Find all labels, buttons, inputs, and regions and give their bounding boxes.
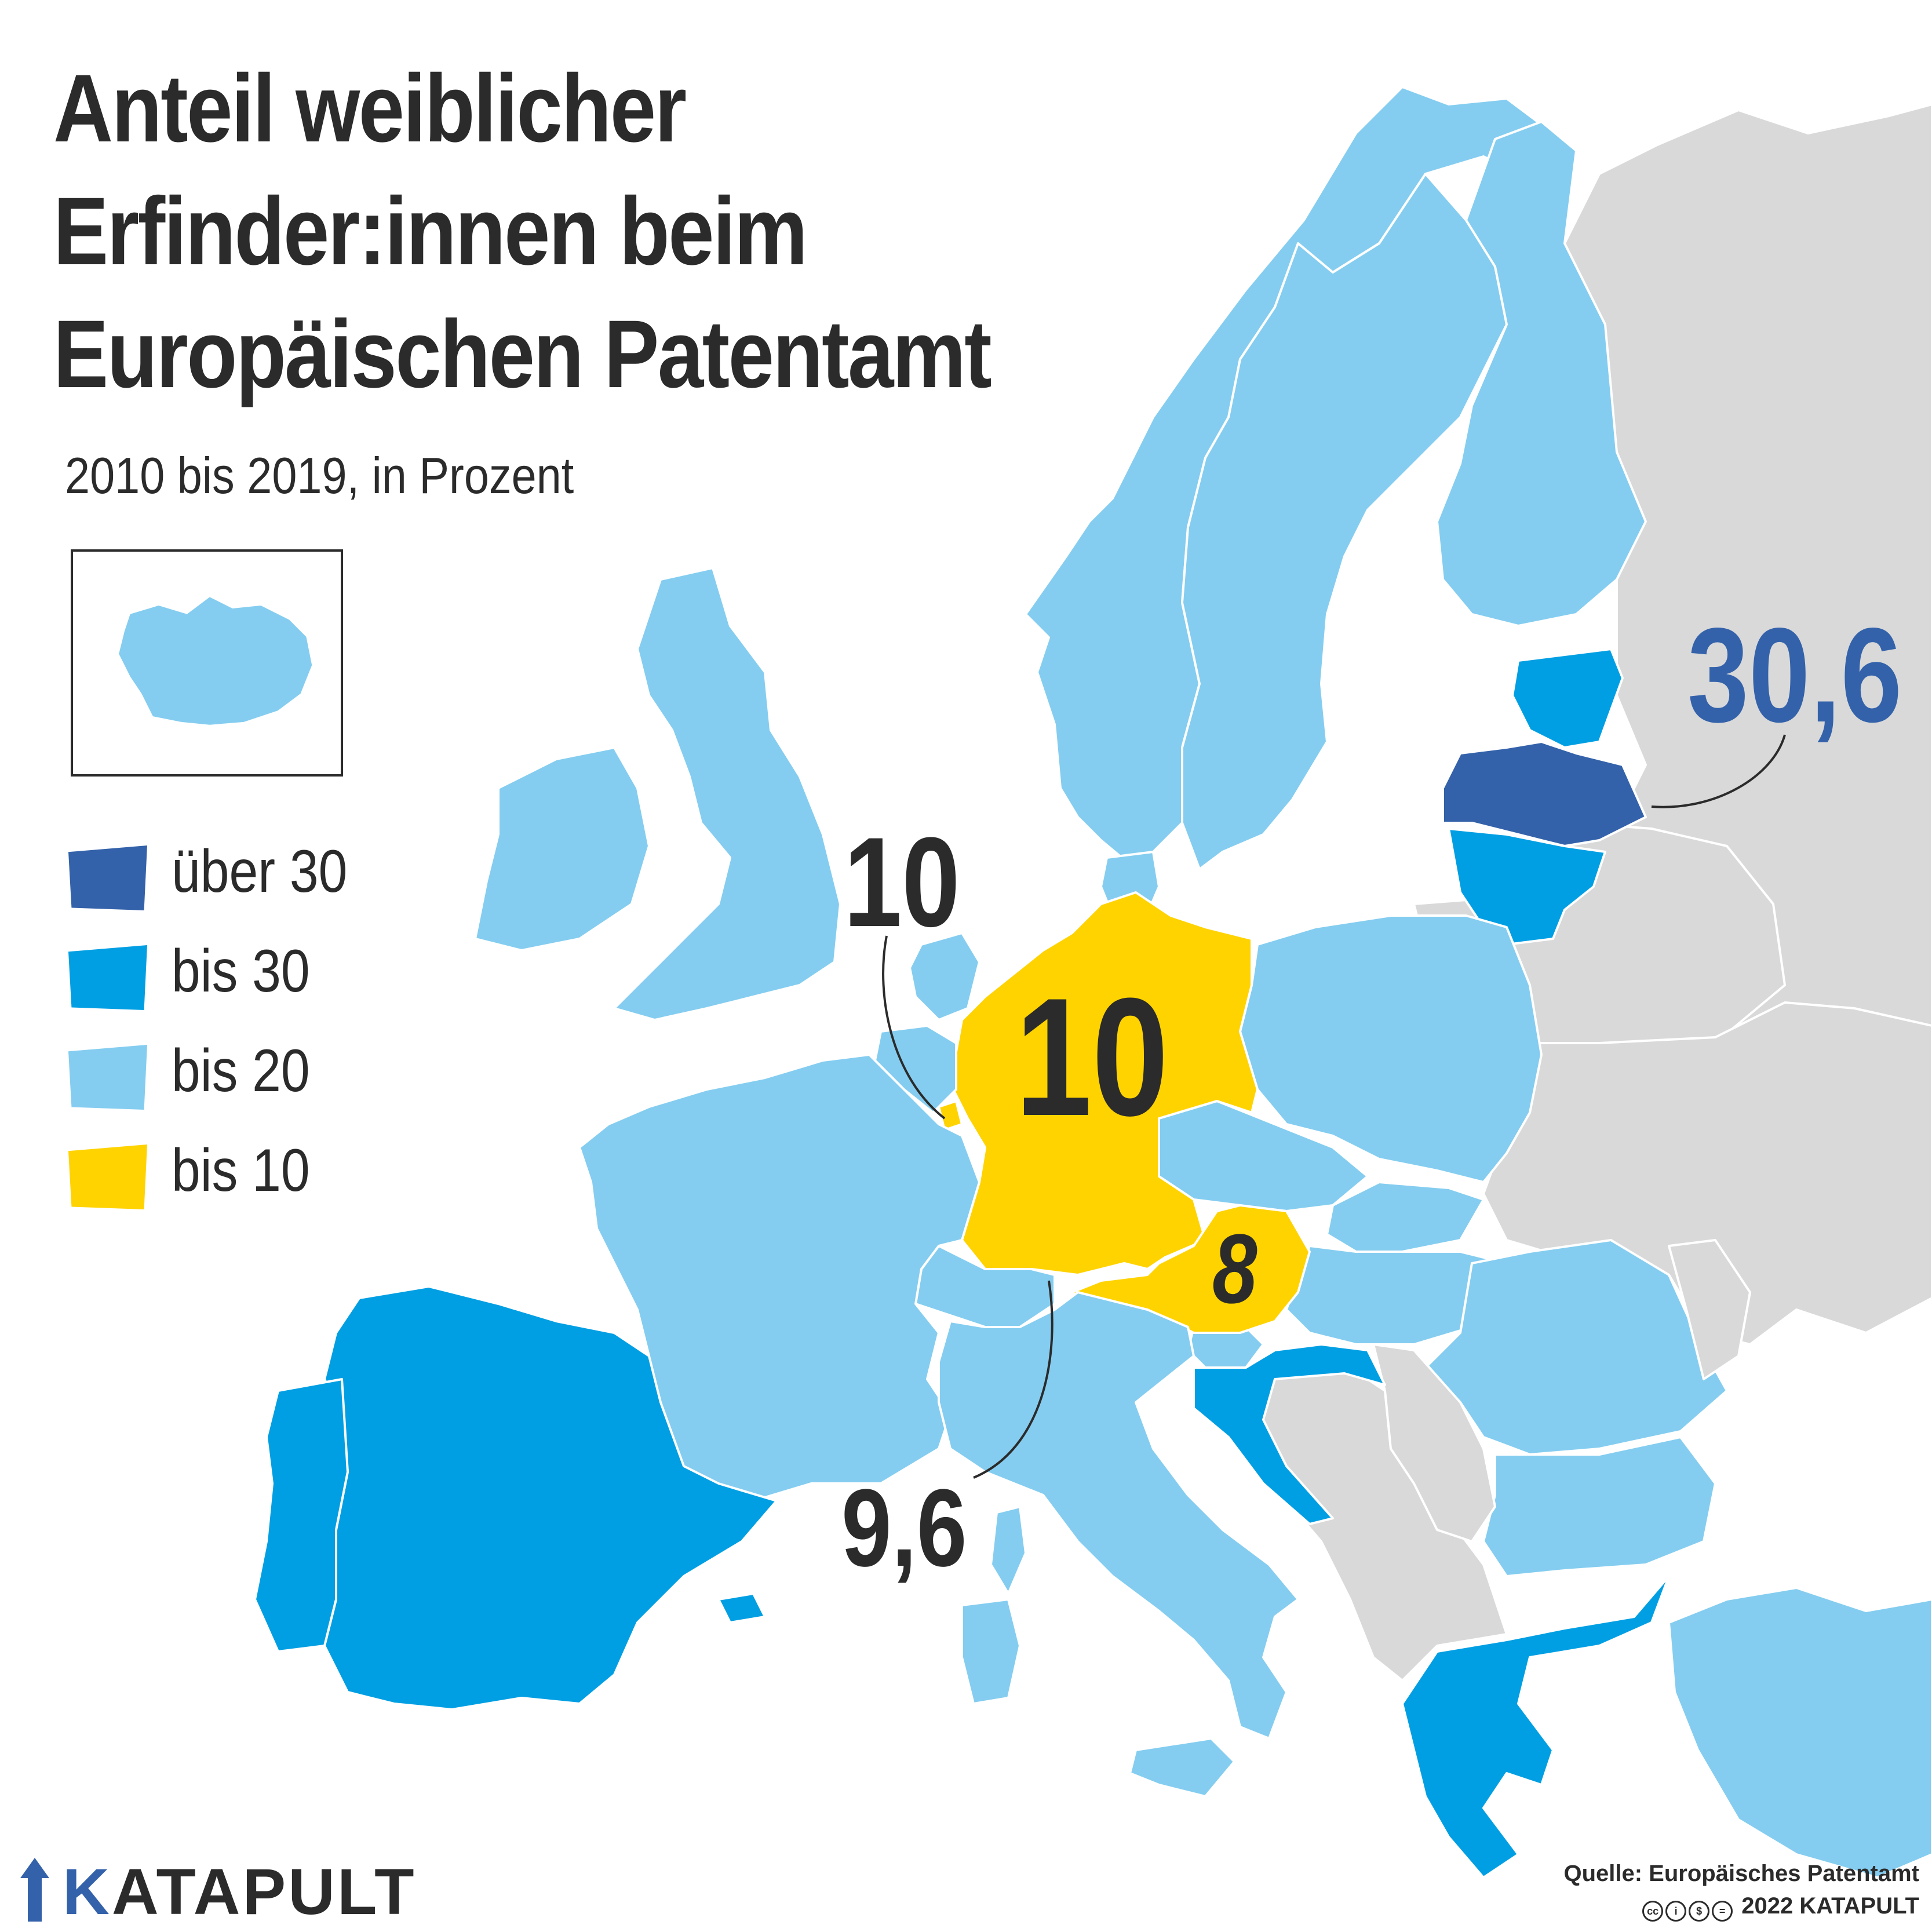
- sardinia: [961, 1598, 1021, 1705]
- greece: [1401, 1575, 1670, 1879]
- ukraine-region: [1482, 1001, 1932, 1346]
- title-line-3: Europäischen Patentamt: [53, 301, 992, 408]
- brand-k: K: [63, 1856, 112, 1928]
- balearic-islands: [717, 1592, 766, 1624]
- portugal: [254, 1378, 349, 1653]
- bulgaria: [1482, 1436, 1716, 1577]
- turkey-west: [1668, 1587, 1932, 1879]
- legend-swatch: [68, 1144, 147, 1209]
- value-label-latvia: 30,6: [1687, 600, 1902, 750]
- latvia: [1442, 741, 1647, 847]
- katapult-logo-icon: [20, 1858, 49, 1922]
- value-label-switzerland: 9,6: [841, 1467, 967, 1590]
- slovakia: [1326, 1181, 1485, 1253]
- brand-wordmark: KATAPULT: [63, 1854, 417, 1929]
- value-label-benelux: 10: [844, 811, 960, 953]
- legend-label: bis 20: [172, 1037, 310, 1104]
- credits: Quelle: Europäisches Patentamt cc i $ = 202…: [1563, 1857, 1919, 1923]
- great-britain: [613, 567, 841, 1021]
- croatia: [1193, 1343, 1386, 1525]
- copyright-line: cc i $ = 2022 KATAPULT: [1563, 1890, 1919, 1923]
- sweden: [1181, 173, 1508, 870]
- legend-swatch: [68, 1045, 147, 1110]
- finland: [1436, 121, 1647, 627]
- value-label-austria: 8: [1212, 1214, 1257, 1324]
- copyright-text: 2022 KATAPULT: [1741, 1893, 1919, 1919]
- brand-rest: ATAPULT: [111, 1856, 417, 1928]
- lithuania: [1448, 828, 1606, 946]
- legend-label: bis 10: [172, 1137, 310, 1204]
- legend-label: über 30: [172, 838, 348, 905]
- serbia-nodata: [1372, 1343, 1496, 1543]
- iceland-inset: [71, 549, 343, 777]
- map-subtitle: 2010 bis 2019, in Prozent: [65, 447, 574, 504]
- source-text: Quelle: Europäisches Patentamt: [1563, 1861, 1919, 1886]
- map-title: Anteil weiblicher Erfinder:innen beim Eu…: [53, 48, 992, 416]
- legend-label: bis 30: [172, 938, 310, 1005]
- moldova-nodata: [1668, 1239, 1751, 1380]
- estonia: [1511, 648, 1624, 749]
- ireland: [474, 746, 650, 952]
- title-line-1: Anteil weiblicher: [53, 55, 687, 162]
- creative-commons-icons: cc i $ =: [1642, 1891, 1735, 1923]
- sicily: [1129, 1737, 1235, 1798]
- legend-swatch: [68, 845, 147, 910]
- title-line-2: Erfinder:innen beim: [53, 178, 808, 285]
- legend-swatch: [68, 945, 147, 1010]
- value-label-germany: 10: [1015, 963, 1169, 1151]
- corsica: [990, 1505, 1027, 1595]
- iceland-shape: [119, 597, 312, 725]
